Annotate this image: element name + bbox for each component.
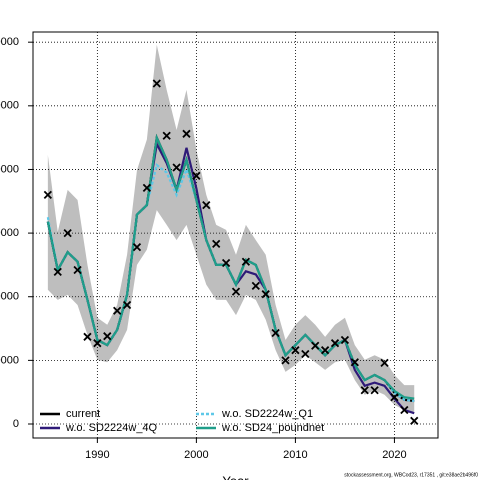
y-tick-label: 50000 [0, 100, 19, 112]
observation-cross [380, 358, 389, 368]
y-tick-label: 10000 [0, 354, 19, 366]
observation-cross [221, 258, 231, 268]
observation-cross [281, 356, 290, 365]
observation-cross [182, 129, 191, 138]
observation-cross [162, 131, 171, 140]
observation-cross [152, 79, 161, 88]
observation-cross [192, 171, 201, 180]
x-tick-label: 1990 [85, 449, 109, 461]
observation-cross [330, 339, 340, 348]
y-tick-label: 0 [13, 418, 19, 430]
x-tick-label: 2000 [184, 449, 208, 461]
legend-label: current [66, 408, 100, 420]
observation-cross [410, 416, 419, 425]
observation-cross [340, 335, 350, 345]
observation-cross [231, 287, 241, 296]
observation-cross [142, 183, 152, 193]
y-tick-label: 60000 [0, 36, 19, 48]
observation-cross [103, 332, 112, 341]
observation-cross [291, 346, 300, 355]
observation-cross [83, 332, 92, 341]
observation-cross [93, 339, 102, 348]
observation-cross [73, 265, 82, 275]
legend-label: w.o. SD2224w_Q1 [221, 408, 313, 420]
x-axis-label: Year [222, 473, 249, 480]
x-tick-label: 2020 [382, 449, 406, 461]
observation-cross [370, 386, 379, 395]
x-tick-label: 2010 [283, 449, 307, 461]
observation-cross [320, 346, 330, 355]
observation-cross [350, 358, 359, 367]
observation-cross [390, 393, 399, 402]
observation-cross [122, 300, 132, 310]
y-tick-label: 30000 [0, 227, 19, 239]
observation-cross [311, 341, 320, 350]
observation-cross [241, 257, 251, 266]
observation-cross [113, 306, 122, 315]
y-tick-label: 40000 [0, 163, 19, 175]
observation-cross [301, 349, 310, 359]
confidence-band [47, 44, 415, 412]
observation-cross [400, 405, 409, 415]
observation-cross [132, 242, 142, 252]
observation-cross [53, 267, 62, 277]
footer: stockassessment.org, WBCod23, r17351 , g… [344, 472, 478, 478]
observation-cross [212, 239, 221, 249]
observation-cross [63, 228, 72, 238]
observation-cross [251, 281, 260, 291]
observation-cross [43, 190, 52, 200]
observation-cross [202, 200, 211, 210]
legend-label: w.o. SD2224w_4Q [65, 422, 158, 434]
observation-cross [271, 328, 280, 338]
plot-frame [32, 31, 439, 439]
observation-cross [261, 290, 270, 299]
legend-label: w.o. SD24_poundnet [221, 422, 324, 434]
observation-cross [172, 163, 181, 172]
observation-cross [360, 386, 369, 395]
